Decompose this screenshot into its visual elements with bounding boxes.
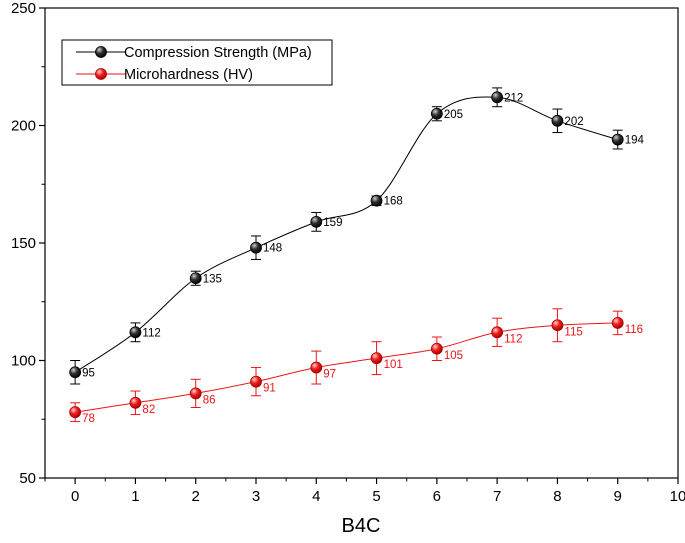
data-label: 82 (142, 404, 155, 416)
data-label: 159 (323, 217, 342, 229)
data-label: 112 (504, 333, 522, 345)
data-point (430, 342, 443, 355)
legend: Compression Strength (MPa) Microhardness… (61, 39, 333, 86)
data-point (189, 387, 202, 400)
y-tick-label: 100 (11, 353, 36, 370)
y-tick-label: 150 (11, 235, 36, 252)
x-tick-label: 5 (372, 488, 380, 505)
y-tick-label: 250 (11, 0, 36, 17)
data-label: 194 (625, 135, 645, 147)
data-point (491, 326, 504, 339)
data-label: 202 (564, 116, 583, 128)
series-layer: 95 112 135 148 159 168 205 212 202 194 78 82 86 91 97 1… (69, 87, 645, 425)
data-label: 97 (323, 369, 336, 381)
x-tick-label: 4 (312, 488, 320, 505)
legend-box (61, 39, 333, 86)
data-point (310, 215, 323, 228)
y-axis-ticks: 50 100 150 200 250 (11, 0, 45, 487)
x-axis-ticks: 0 1 2 3 4 5 6 7 8 9 10 (44, 478, 685, 505)
data-label: 105 (444, 350, 463, 362)
x-tick-label: 3 (252, 488, 260, 505)
data-label: 91 (263, 383, 276, 395)
data-point (189, 272, 202, 285)
legend-label-compression: Compression Strength (MPa) (124, 45, 312, 61)
x-tick-label: 1 (131, 488, 139, 505)
x-tick-label: 6 (433, 488, 441, 505)
data-point (611, 316, 624, 329)
data-point (430, 107, 443, 120)
data-point (250, 241, 262, 254)
legend-marker-compression (95, 46, 107, 58)
data-label: 78 (82, 413, 95, 425)
data-label: 148 (263, 243, 282, 255)
series-1: 78 82 86 91 97 101 105 112 115 116 (69, 308, 643, 425)
data-point (129, 326, 142, 339)
data-label: 205 (444, 109, 463, 121)
x-axis-title: B4C (342, 515, 381, 537)
data-point (69, 406, 82, 419)
data-label: 212 (504, 92, 523, 104)
y-tick-label: 200 (11, 118, 36, 135)
data-point (69, 366, 82, 379)
data-label: 95 (82, 367, 95, 379)
data-point (370, 194, 383, 207)
data-point (491, 91, 504, 104)
x-tick-label: 10 (670, 488, 685, 505)
x-tick-label: 2 (192, 488, 200, 505)
data-label: 168 (384, 196, 403, 208)
legend-marker-microhardness (95, 68, 107, 80)
x-tick-label: 0 (71, 488, 79, 505)
series-0: 95 112 135 148 159 168 205 212 202 194 (69, 87, 645, 385)
y-tick-label: 50 (19, 470, 36, 487)
data-label: 116 (625, 324, 643, 336)
series-line (75, 322, 618, 413)
data-point (129, 396, 142, 409)
data-label: 115 (564, 326, 582, 338)
data-label: 135 (203, 273, 222, 285)
data-point (611, 133, 624, 146)
legend-label-microhardness: Microhardness (HV) (124, 67, 253, 83)
data-point (551, 319, 564, 332)
series-line (74, 96, 618, 373)
data-point (370, 352, 383, 365)
data-label: 101 (384, 359, 403, 371)
data-label: 112 (142, 327, 160, 339)
x-tick-label: 7 (493, 488, 501, 505)
data-point (310, 361, 323, 374)
x-tick-label: 9 (614, 488, 622, 505)
data-point (551, 114, 564, 127)
data-point (250, 375, 262, 388)
x-tick-label: 8 (553, 488, 561, 505)
data-label: 86 (203, 394, 216, 406)
